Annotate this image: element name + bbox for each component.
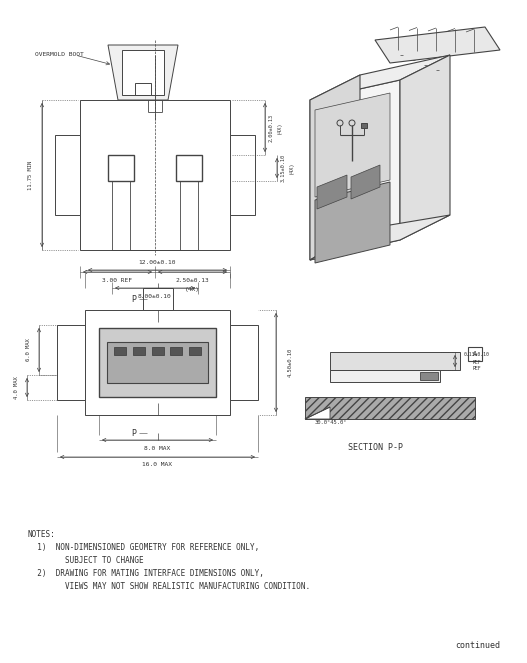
Bar xyxy=(468,347,482,361)
Bar xyxy=(80,100,230,250)
Text: 8.0 MAX: 8.0 MAX xyxy=(144,446,171,450)
Bar xyxy=(114,347,126,355)
Polygon shape xyxy=(305,407,330,419)
Polygon shape xyxy=(310,80,400,260)
Polygon shape xyxy=(122,50,164,95)
Bar xyxy=(133,347,145,355)
Text: (4X): (4X) xyxy=(185,288,200,292)
Bar xyxy=(142,288,172,310)
Text: REF: REF xyxy=(473,367,481,371)
Text: 11.75 MIN: 11.75 MIN xyxy=(27,160,33,190)
Bar xyxy=(55,135,80,215)
Bar xyxy=(85,310,230,415)
Bar xyxy=(189,347,201,355)
Polygon shape xyxy=(310,55,450,100)
Bar xyxy=(108,155,134,181)
Polygon shape xyxy=(351,165,380,199)
Bar xyxy=(57,325,85,400)
Polygon shape xyxy=(400,55,450,240)
Text: SUBJECT TO CHANGE: SUBJECT TO CHANGE xyxy=(28,556,144,565)
Bar xyxy=(170,347,182,355)
Polygon shape xyxy=(315,93,390,197)
Text: P: P xyxy=(132,428,136,438)
Text: 6.0 MAX: 6.0 MAX xyxy=(26,339,32,361)
Text: 8.00±0.10: 8.00±0.10 xyxy=(138,294,172,300)
Text: 2.00±0.13: 2.00±0.13 xyxy=(269,113,274,142)
Bar xyxy=(230,325,258,400)
Polygon shape xyxy=(375,27,500,63)
Text: 2.50±0.13: 2.50±0.13 xyxy=(175,278,209,284)
Text: 4.50±0.10: 4.50±0.10 xyxy=(288,348,292,377)
Polygon shape xyxy=(108,45,178,100)
Bar xyxy=(230,135,255,215)
Polygon shape xyxy=(310,215,450,260)
Bar xyxy=(420,372,438,380)
Text: 1)  NON-DIMENSIONED GEOMETRY FOR REFERENCE ONLY,: 1) NON-DIMENSIONED GEOMETRY FOR REFERENC… xyxy=(28,543,259,552)
Polygon shape xyxy=(315,182,390,263)
Text: 30.0°45.0°: 30.0°45.0° xyxy=(315,420,347,426)
Text: 12.00±0.10: 12.00±0.10 xyxy=(139,259,176,265)
Text: continued: continued xyxy=(455,641,500,650)
Bar xyxy=(361,123,367,128)
Polygon shape xyxy=(310,75,360,260)
Text: (4X): (4X) xyxy=(277,121,282,134)
Text: NOTES:: NOTES: xyxy=(28,530,56,539)
Text: 4.0 MAX: 4.0 MAX xyxy=(15,376,19,399)
Text: SECTION P-P: SECTION P-P xyxy=(347,442,403,452)
Text: P: P xyxy=(132,294,136,304)
Text: (4X): (4X) xyxy=(289,162,294,174)
Bar xyxy=(176,155,202,181)
Text: 16.0 MAX: 16.0 MAX xyxy=(142,463,172,467)
Text: 3.00 REF: 3.00 REF xyxy=(102,278,132,284)
Bar xyxy=(151,347,163,355)
Bar xyxy=(330,370,440,382)
Text: 3.15±0.10: 3.15±0.10 xyxy=(281,154,286,182)
Text: 2)  DRAWING FOR MATING INTERFACE DIMENSIONS ONLY,: 2) DRAWING FOR MATING INTERFACE DIMENSIO… xyxy=(28,569,264,578)
Text: A: A xyxy=(473,351,477,357)
Bar xyxy=(135,83,151,95)
Text: REF: REF xyxy=(473,361,481,365)
Polygon shape xyxy=(317,175,347,209)
Text: VIEWS MAY NOT SHOW REALISTIC MANUFACTURING CONDITION.: VIEWS MAY NOT SHOW REALISTIC MANUFACTURI… xyxy=(28,582,310,591)
Text: OVERMOLD BOOT: OVERMOLD BOOT xyxy=(35,52,84,58)
Bar xyxy=(107,342,208,383)
Bar xyxy=(330,352,460,370)
Bar xyxy=(305,397,475,419)
Bar xyxy=(99,328,216,397)
Text: 0.13±0.10: 0.13±0.10 xyxy=(464,353,490,357)
